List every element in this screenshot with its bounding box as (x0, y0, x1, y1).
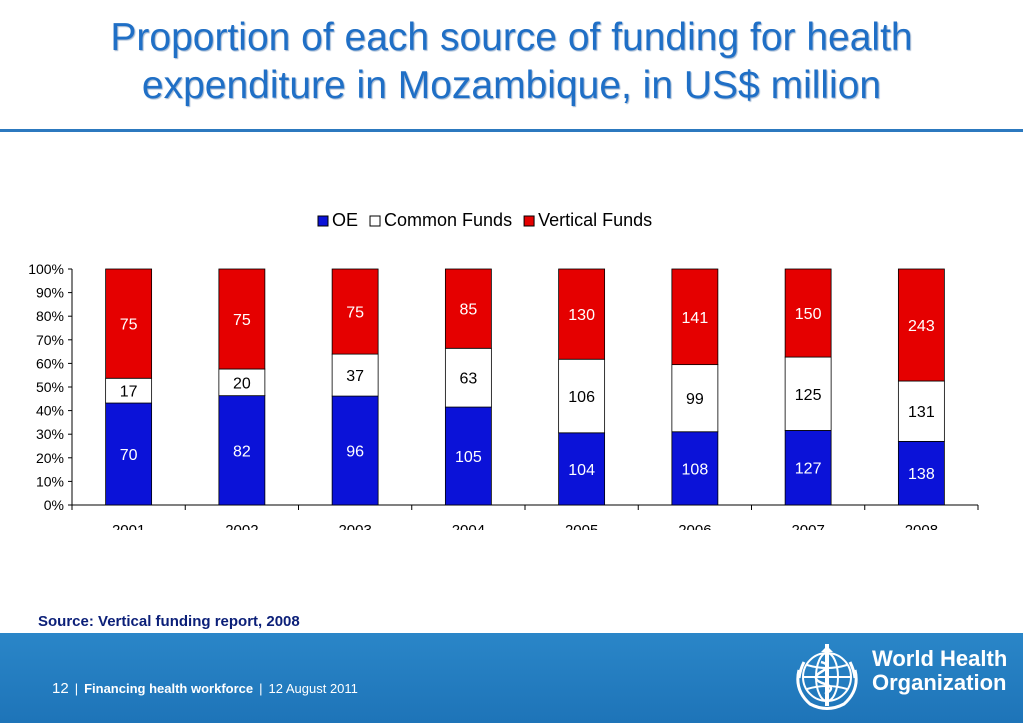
bar-segment-2 (558, 268, 606, 360)
data-label: 75 (346, 305, 364, 322)
data-label: 85 (459, 302, 477, 319)
bar-segment-1 (558, 358, 606, 434)
org-name-line-2: Organization (872, 670, 1007, 695)
bar-segment-0 (105, 402, 153, 506)
y-tick-label: 10% (36, 473, 64, 489)
data-label: 105 (455, 449, 482, 466)
bar-segment-2 (897, 268, 945, 382)
y-tick-label: 100% (28, 261, 64, 277)
y-tick-label: 30% (36, 426, 64, 442)
bar-segment-1 (897, 380, 945, 442)
data-label: 141 (682, 310, 709, 327)
data-label: 138 (908, 466, 935, 483)
bar-segment-2 (105, 268, 153, 379)
bar-segment-0 (331, 395, 379, 506)
footer-band (0, 633, 1023, 723)
bar-segment-2 (671, 268, 719, 366)
bar-segment-2 (218, 268, 266, 370)
bar-segment-1 (784, 356, 832, 431)
footer-separator: | (74, 681, 79, 696)
data-label: 96 (346, 444, 364, 461)
data-label: 82 (233, 443, 251, 460)
bar-segment-2 (444, 268, 492, 349)
x-tick-label: 2001 (112, 522, 145, 530)
who-emblem-icon (796, 644, 858, 710)
x-tick-label: 2008 (905, 522, 938, 530)
bar-segment-0 (671, 431, 719, 506)
footer-text: 12 | Financing health workforce | 12 August … (52, 680, 358, 697)
title-divider (0, 129, 1023, 132)
bar-segment-1 (444, 347, 492, 408)
data-label: 99 (686, 391, 704, 408)
who-org-name: World Health Organization (872, 647, 1007, 695)
data-label: 70 (120, 447, 138, 464)
x-tick-label: 2006 (678, 522, 711, 530)
data-label: 130 (568, 307, 595, 324)
data-label: 125 (795, 387, 822, 404)
legend-swatch-1 (369, 215, 381, 227)
x-tick-label: 2004 (452, 522, 485, 530)
source-note: Source: Vertical funding report, 2008 (38, 613, 300, 630)
legend-label-1: Common Funds (384, 210, 512, 230)
page-title: Proportion of each source of funding for… (0, 14, 1023, 110)
y-tick-label: 90% (36, 285, 64, 301)
data-label: 17 (120, 384, 138, 401)
legend-swatch-0 (317, 215, 329, 227)
data-label: 104 (568, 462, 595, 479)
x-tick-label: 2007 (791, 522, 824, 530)
data-label: 63 (459, 371, 477, 388)
data-label: 75 (120, 317, 138, 334)
bar-segment-0 (784, 430, 832, 506)
legend-label-2: Vertical Funds (538, 210, 652, 230)
title-line-2: expenditure in Mozambique, in US$ millio… (141, 64, 882, 107)
stacked-bar-chart: OE Common Funds Vertical Funds 0% 10% 20% 30% 4… (28, 210, 979, 530)
page-number: 12 (52, 680, 69, 697)
bar-segment-0 (897, 440, 945, 506)
y-tick-label: 80% (36, 308, 64, 324)
footer-separator-2: | (259, 681, 263, 696)
y-tick-label: 20% (36, 450, 64, 466)
course-title: Financing health workforce (84, 681, 254, 696)
x-tick-label: 2002 (225, 522, 258, 530)
data-label: 131 (908, 404, 935, 421)
bar-segment-2 (331, 268, 379, 355)
y-tick-label: 50% (36, 379, 64, 395)
data-label: 108 (682, 461, 709, 478)
bar-segment-1 (218, 368, 266, 397)
data-label: 75 (233, 312, 251, 329)
title-line-1: Proportion of each source of funding for… (110, 16, 913, 59)
y-tick-label: 0% (44, 497, 64, 513)
org-name-line-1: World Health (872, 646, 1008, 671)
footer-date: 12 August 2011 (268, 681, 358, 696)
y-tick-label: 40% (36, 403, 64, 419)
bar-segment-0 (558, 432, 606, 506)
y-tick-label: 70% (36, 332, 64, 348)
y-tick-label: 60% (36, 355, 64, 371)
bar-segment-1 (671, 364, 719, 433)
bar-segment-2 (784, 268, 832, 358)
data-label: 127 (795, 461, 822, 478)
x-tick-label: 2005 (565, 522, 598, 530)
data-label: 150 (795, 306, 822, 323)
bar-segment-0 (444, 406, 492, 506)
legend-label-0: OE (332, 210, 358, 230)
x-tick-label: 2003 (338, 522, 371, 530)
data-label: 106 (568, 389, 595, 406)
data-label: 243 (908, 318, 935, 335)
data-label: 37 (346, 368, 364, 385)
data-label: 20 (233, 375, 251, 392)
legend-swatch-2 (523, 215, 535, 227)
